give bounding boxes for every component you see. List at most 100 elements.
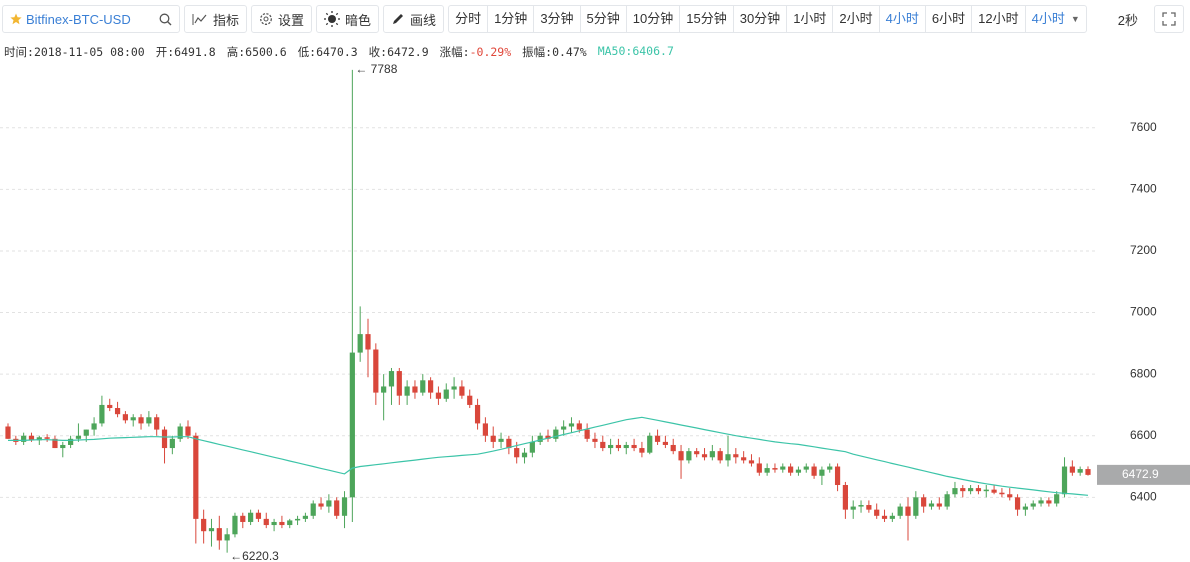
candle-body — [349, 352, 355, 498]
toolbar: Bitfinex-BTC-USD 指标 设置 暗色 画线 分时 1分钟 3分钟 5分钟… — [0, 0, 1190, 38]
candle-body — [428, 380, 434, 393]
interval-button[interactable]: 1分钟 — [488, 6, 535, 32]
candle-body — [318, 503, 324, 507]
candle-body — [177, 426, 183, 439]
interval-group: 分时 1分钟 3分钟 5分钟 10分钟 15分钟 30分钟 1小时 2小时 4小时 6小时 12小时 4… — [448, 5, 1087, 33]
candle-body — [420, 380, 426, 393]
info-item: 时间:2018-11-05 08:00 — [4, 44, 145, 60]
candle-body — [99, 404, 105, 424]
interval-button[interactable]: 12小时 — [972, 6, 1026, 32]
pen-icon — [393, 14, 404, 24]
info-value: 6491.8 — [174, 45, 216, 59]
interval-button[interactable]: 2小时 — [833, 6, 880, 32]
candle-body — [36, 437, 42, 441]
candle-body — [130, 417, 136, 421]
candle-body — [294, 518, 301, 521]
info-value: 6470.3 — [316, 45, 358, 59]
info-item: 低:6470.3 — [298, 44, 358, 60]
dark-button[interactable]: 暗色 — [316, 5, 380, 33]
info-label: 收: — [368, 45, 388, 59]
candle-body — [224, 534, 230, 541]
candle-body — [889, 515, 895, 519]
tool-label: 指标 — [213, 12, 240, 28]
candle-body — [279, 521, 285, 526]
candle-body — [874, 509, 880, 516]
candle-body — [608, 444, 614, 449]
info-item: MA50:6406.7 — [598, 44, 674, 60]
info-label: 高: — [226, 45, 246, 59]
interval-button[interactable]: 30分钟 — [734, 6, 788, 32]
candle-body — [709, 451, 715, 458]
fullscreen-button[interactable] — [1154, 5, 1184, 33]
draw-button[interactable]: 画线 — [383, 5, 445, 33]
candle-body — [114, 408, 121, 415]
candle-body — [662, 441, 668, 445]
ma-line — [8, 416, 1089, 496]
candle-body — [748, 460, 755, 464]
candle-body — [623, 444, 629, 449]
candle-body — [68, 438, 74, 445]
symbol-select[interactable]: Bitfinex-BTC-USD — [2, 5, 180, 33]
info-label: 低: — [297, 45, 317, 59]
candle-body — [819, 469, 825, 476]
interval-button[interactable]: 1小时 — [787, 6, 834, 32]
candle-body — [1085, 469, 1091, 475]
interval-button[interactable]: 15分钟 — [680, 6, 734, 32]
candle-body — [615, 444, 622, 449]
interval-button[interactable]: 分时 — [449, 6, 489, 32]
candle-body — [944, 494, 950, 507]
candle-body — [553, 429, 559, 439]
candle-body — [83, 429, 89, 436]
last-price-label: 6472.9 — [1122, 467, 1159, 481]
candle-body — [271, 521, 277, 526]
indicator-button[interactable]: 指标 — [184, 5, 248, 33]
candle-body — [545, 435, 551, 439]
interval-button[interactable]: 10分钟 — [627, 6, 681, 32]
candle-body — [365, 334, 371, 350]
candle-body — [310, 503, 316, 516]
interval-button[interactable]: 5分钟 — [581, 6, 627, 32]
interval-button[interactable]: 4小时 — [880, 6, 926, 32]
y-tick-label: 7600 — [1130, 120, 1157, 134]
candle-body — [733, 454, 739, 458]
candle-body — [592, 438, 598, 442]
candle-body — [138, 417, 144, 424]
candle-body — [435, 392, 442, 399]
candle-body — [780, 466, 786, 470]
y-tick-label: 7200 — [1130, 243, 1157, 257]
interval-dropdown[interactable]: 4小时 — [1031, 11, 1065, 26]
info-label: MA50: — [597, 44, 633, 58]
refresh-rate[interactable]: 2秒 — [1117, 12, 1138, 28]
y-tick-label: 6400 — [1130, 489, 1157, 503]
info-label: 振幅: — [522, 45, 553, 59]
candle-body — [694, 451, 700, 455]
interval-button[interactable]: 6小时 — [926, 6, 973, 32]
info-label: 开: — [155, 45, 175, 59]
candle-body — [741, 457, 747, 461]
candle-body — [459, 386, 465, 396]
candle-body — [803, 466, 809, 470]
info-value: 6472.9 — [387, 45, 429, 59]
candle-body — [60, 444, 66, 449]
last-price-tag — [1097, 464, 1190, 485]
info-item: 开:6491.8 — [156, 44, 216, 60]
candle-body — [1054, 494, 1060, 504]
candle-body — [1038, 500, 1044, 504]
candle-body — [1030, 503, 1036, 507]
candle-body — [381, 386, 387, 393]
candle-body — [561, 426, 567, 430]
candle-body — [983, 489, 989, 492]
candle-body — [928, 503, 935, 507]
candle-body — [1022, 506, 1028, 510]
candle-body — [639, 448, 645, 453]
candle-body — [357, 334, 363, 353]
candle-body — [584, 429, 590, 439]
candle-body — [678, 451, 684, 461]
candle-body — [287, 520, 293, 526]
settings-button[interactable]: 设置 — [251, 5, 313, 33]
candle-body — [412, 386, 418, 393]
info-label: 时间: — [4, 45, 34, 59]
tool-label: 暗色 — [345, 12, 372, 28]
interval-button[interactable]: 3分钟 — [534, 6, 581, 32]
